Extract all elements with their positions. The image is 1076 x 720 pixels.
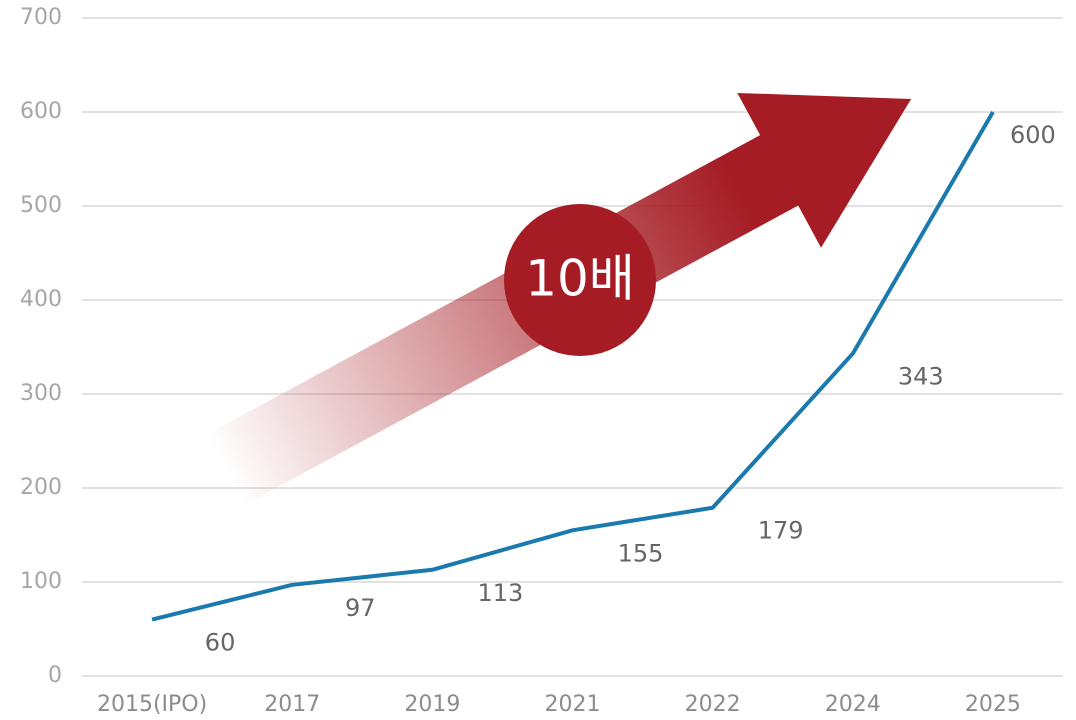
data-label: 179 (758, 517, 804, 545)
y-tick-label: 200 (20, 475, 62, 500)
y-tick-label: 300 (20, 381, 62, 406)
line (151, 110, 995, 622)
y-tick-label: 700 (20, 5, 62, 30)
data-label: 600 (1010, 121, 1056, 149)
y-tick-label: 500 (20, 193, 62, 218)
y-tick-label: 0 (48, 663, 62, 688)
x-tick-label: 2019 (404, 692, 460, 717)
x-tick-label: 2024 (825, 692, 881, 717)
data-label: 113 (477, 579, 523, 607)
x-tick-label: 2017 (264, 692, 320, 717)
x-tick-label: 2021 (545, 692, 601, 717)
data-label: 60 (205, 629, 236, 657)
data-label: 343 (898, 363, 944, 391)
data-label: 97 (345, 594, 376, 622)
annotation: 10배 (525, 250, 635, 308)
x-tick-label: 2022 (685, 692, 741, 717)
badge (504, 204, 656, 356)
data-label: 155 (618, 539, 664, 567)
y-tick-label: 400 (20, 287, 62, 312)
y-tick-label: 100 (20, 569, 62, 594)
x-tick-label: 2015(IPO) (97, 692, 207, 717)
x-tick-label: 2025 (965, 692, 1021, 717)
y-tick-label: 600 (20, 99, 62, 124)
